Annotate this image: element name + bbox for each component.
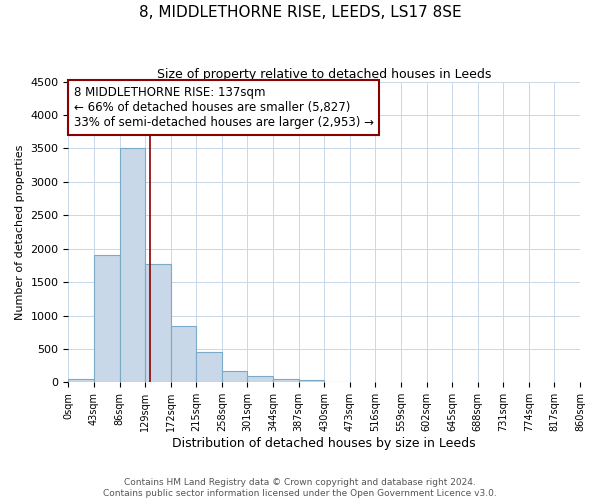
Y-axis label: Number of detached properties: Number of detached properties: [15, 144, 25, 320]
Bar: [94, 256, 119, 382]
Bar: [119, 148, 145, 382]
Title: Size of property relative to detached houses in Leeds: Size of property relative to detached ho…: [157, 68, 491, 80]
Text: Contains HM Land Registry data © Crown copyright and database right 2024.
Contai: Contains HM Land Registry data © Crown c…: [103, 478, 497, 498]
Text: 8 MIDDLETHORNE RISE: 137sqm
← 66% of detached houses are smaller (5,827)
33% of : 8 MIDDLETHORNE RISE: 137sqm ← 66% of det…: [74, 86, 374, 129]
Bar: [273, 378, 299, 382]
Text: 8, MIDDLETHORNE RISE, LEEDS, LS17 8SE: 8, MIDDLETHORNE RISE, LEEDS, LS17 8SE: [139, 5, 461, 20]
Bar: [222, 370, 247, 382]
Bar: [196, 352, 222, 382]
Bar: [68, 379, 94, 382]
Bar: [171, 326, 196, 382]
Bar: [145, 264, 171, 382]
Bar: [299, 380, 324, 382]
Bar: [247, 376, 273, 382]
X-axis label: Distribution of detached houses by size in Leeds: Distribution of detached houses by size …: [172, 437, 476, 450]
